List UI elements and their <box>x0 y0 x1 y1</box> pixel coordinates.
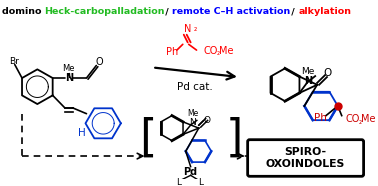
Text: L: L <box>177 178 181 186</box>
Text: N: N <box>65 73 73 83</box>
Text: Heck-carbopalladation: Heck-carbopalladation <box>44 7 164 16</box>
Text: Pd: Pd <box>184 167 198 177</box>
Text: N: N <box>304 76 312 86</box>
Text: Ph: Ph <box>166 47 178 57</box>
Text: /: / <box>288 7 298 16</box>
Text: domino: domino <box>2 7 45 16</box>
Text: Me: Me <box>219 46 234 56</box>
Text: ₂: ₂ <box>216 49 219 57</box>
Text: ₂: ₂ <box>194 24 197 33</box>
Text: CO: CO <box>203 46 218 56</box>
Text: SPIRO-
OXOINDOLES: SPIRO- OXOINDOLES <box>266 147 345 169</box>
Text: alkylation: alkylation <box>298 7 351 16</box>
Text: Me: Me <box>62 64 75 73</box>
Text: O: O <box>324 68 332 78</box>
Text: N: N <box>184 24 191 34</box>
Text: Me: Me <box>187 109 198 118</box>
Text: O: O <box>95 57 103 67</box>
Text: CO: CO <box>345 114 360 124</box>
Text: Me: Me <box>302 67 315 76</box>
Text: remote C–H activation: remote C–H activation <box>172 7 290 16</box>
Text: N: N <box>189 118 196 127</box>
Text: L: L <box>198 178 203 186</box>
Text: H: H <box>78 128 85 138</box>
Text: Br: Br <box>9 57 19 66</box>
Text: Pd cat.: Pd cat. <box>177 82 212 92</box>
FancyBboxPatch shape <box>248 140 364 176</box>
Text: ₂: ₂ <box>358 117 361 126</box>
Text: ]: ] <box>225 116 243 159</box>
Text: Ph: Ph <box>314 113 327 124</box>
Text: [: [ <box>139 116 156 159</box>
Text: O: O <box>203 116 210 125</box>
Text: /: / <box>163 7 172 16</box>
Text: Me: Me <box>361 114 376 124</box>
